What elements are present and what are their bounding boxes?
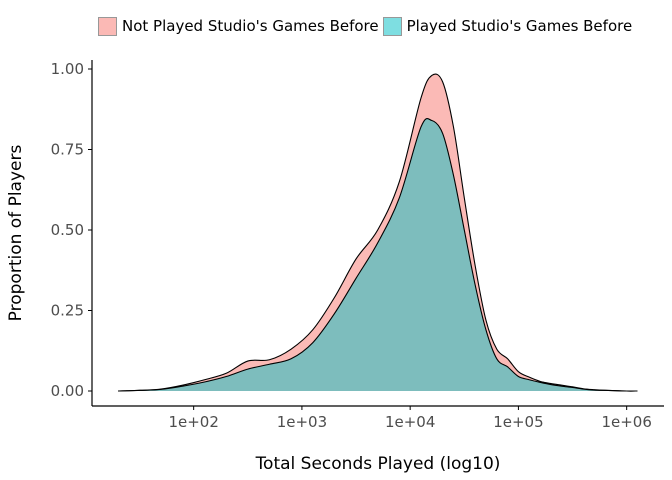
x-tick-label: 1e+02 bbox=[168, 413, 218, 431]
x-tick-label: 1e+06 bbox=[601, 413, 651, 431]
y-tick-label: 0.25 bbox=[51, 302, 84, 320]
legend-item-not-played: Not Played Studio's Games Before bbox=[98, 16, 379, 36]
legend-swatch-played bbox=[382, 16, 402, 36]
y-tick-label: 0.50 bbox=[51, 221, 84, 239]
density-area-played-outline bbox=[117, 117, 638, 392]
y-axis-title: Proportion of Players bbox=[6, 145, 26, 322]
legend-label-not-played: Not Played Studio's Games Before bbox=[122, 17, 379, 35]
x-tick-label: 1e+05 bbox=[493, 413, 543, 431]
legend: Not Played Studio's Games Before Played … bbox=[98, 14, 636, 38]
x-axis-title: Total Seconds Played (log10) bbox=[255, 454, 501, 474]
legend-item-played: Played Studio's Games Before bbox=[382, 16, 633, 36]
density-area-not-played-outline bbox=[117, 73, 638, 392]
y-tick-label: 1.00 bbox=[51, 60, 84, 78]
density-area-played bbox=[118, 118, 638, 392]
y-tick-label: 0.75 bbox=[51, 141, 84, 159]
legend-label-played: Played Studio's Games Before bbox=[406, 17, 633, 35]
x-tick-label: 1e+04 bbox=[385, 413, 435, 431]
x-tick-label: 1e+03 bbox=[277, 413, 327, 431]
x-axis-ticks: 1e+02 1e+03 1e+04 1e+05 1e+06 bbox=[168, 406, 652, 431]
density-area-not-played bbox=[118, 74, 638, 392]
legend-swatch-not-played bbox=[98, 16, 117, 36]
y-axis-ticks: 0.00 0.25 0.50 0.75 1.00 bbox=[51, 60, 92, 400]
y-tick-label: 0.00 bbox=[51, 382, 84, 400]
density-areas bbox=[117, 73, 638, 392]
